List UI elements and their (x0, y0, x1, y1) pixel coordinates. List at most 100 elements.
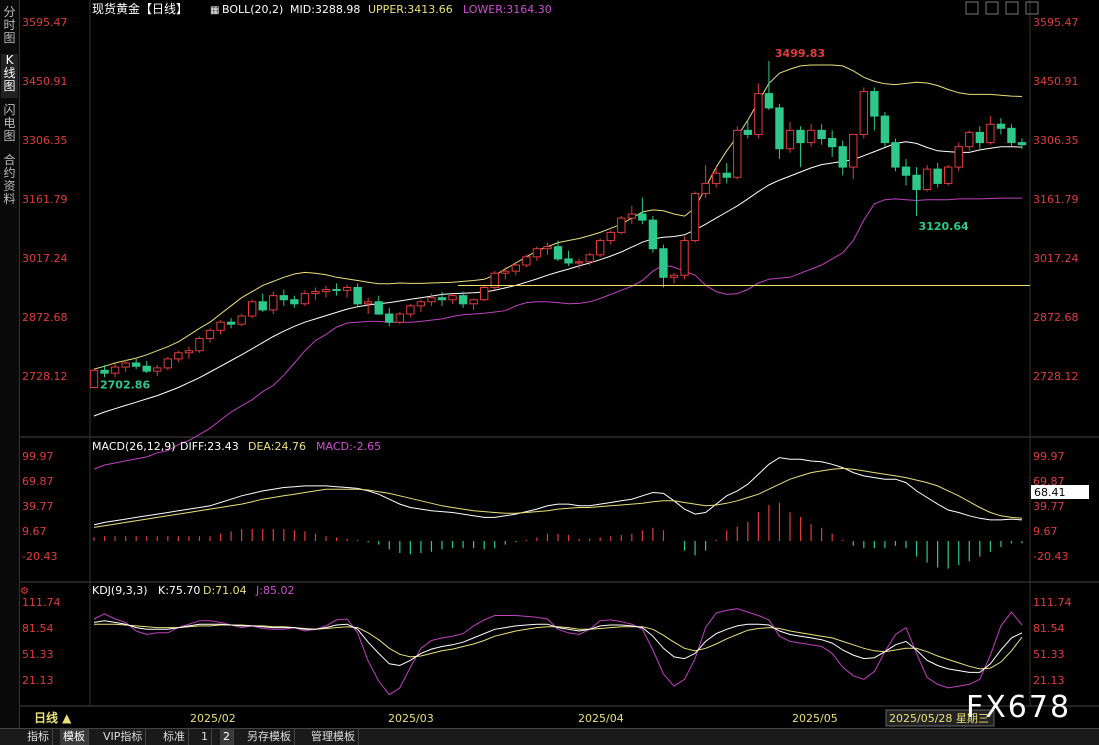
macd-dea-line (93, 467, 1023, 528)
boll-lower-line (93, 197, 1022, 470)
macd-value: MACD:-2.65 (316, 440, 381, 453)
standard-button[interactable]: 标准 (160, 729, 189, 745)
macd-tick-right: -20.43 (1033, 550, 1068, 563)
macd-tick-left: 69.87 (22, 475, 54, 488)
candle-body (269, 295, 278, 311)
template-button[interactable]: 模板 (60, 729, 89, 745)
candle-body (669, 274, 679, 278)
save-template-button[interactable]: 另存模板 (244, 729, 295, 745)
macd-tick-right: 39.77 (1033, 500, 1065, 513)
candle-body (775, 107, 784, 150)
candle-body (986, 123, 995, 144)
macd-tick-right: 9.67 (1033, 525, 1058, 538)
chart-canvas[interactable]: 现货黄金【日线】 ▦ BOLL(20,2) MID:3288.98 UPPER:… (20, 0, 1099, 728)
candle-body (205, 329, 215, 340)
kdj-k-line (93, 620, 1023, 673)
candle-body (564, 258, 573, 264)
candle-body (722, 172, 731, 178)
candle-body (870, 91, 879, 117)
candle-body (374, 301, 383, 315)
kdj-tick-left: 81.54 (22, 622, 54, 635)
boll-mid-line (93, 141, 1023, 417)
candle-body (511, 264, 521, 272)
candle-body (247, 301, 257, 317)
kdj-k: K:75.70 (158, 584, 200, 597)
candle-body (838, 146, 847, 168)
candle-body (300, 293, 310, 305)
kdj-tick-left: 21.13 (22, 674, 54, 687)
candle-body (553, 246, 563, 260)
boll-upper: UPPER:3413.66 (368, 3, 453, 16)
indicator-button[interactable]: 指标 (24, 729, 53, 745)
candle-body (638, 213, 647, 221)
candle-body (458, 295, 468, 305)
kdj-d: D:71.04 (203, 584, 247, 597)
candle-body (448, 295, 457, 301)
kdj-title: KDJ(9,3,3) (92, 584, 148, 597)
candle-body (901, 166, 911, 176)
tab-time-share[interactable]: 分时图 (3, 5, 16, 45)
kdj-j-line (93, 608, 1023, 696)
candle-body (416, 301, 426, 307)
price-tick-right: 3306.35 (1033, 134, 1079, 147)
manage-template-button[interactable]: 管理模板 (308, 729, 359, 745)
vip-indicator-button[interactable]: VIP指标 (100, 729, 147, 745)
candle-body (711, 172, 721, 184)
boll-mid: MID:3288.98 (290, 3, 360, 16)
candle-body (363, 301, 373, 305)
candle-body (912, 174, 921, 191)
candle-body (279, 295, 289, 301)
candle-body (543, 246, 552, 250)
period-selector[interactable]: 日线 ▲ (34, 710, 72, 725)
candle-body (1007, 127, 1016, 144)
candle-body (785, 129, 795, 150)
candle-body (184, 350, 194, 354)
price-tick-left: 2872.68 (22, 311, 68, 324)
window-tools (965, 1, 1039, 15)
maximize-icon[interactable] (1025, 1, 1039, 15)
candle-body (922, 168, 932, 191)
candle-body (817, 129, 826, 140)
candle-body (859, 91, 869, 135)
sidebar: 分时图 K线图 闪电图 合约资料 (0, 0, 20, 728)
page-1-button[interactable]: 1 (198, 729, 212, 745)
macd-tick-left: 9.67 (22, 525, 47, 538)
candle-body (195, 338, 204, 352)
candle-body (617, 217, 626, 233)
candle-body (479, 286, 489, 301)
price-tick-left: 3306.35 (22, 134, 68, 147)
candle-body (522, 256, 531, 266)
candle-body (574, 261, 584, 264)
tab-kline[interactable]: K线图 (1, 54, 18, 98)
tab-contract-info[interactable]: 合约资料 (3, 153, 16, 206)
page-2-button[interactable]: 2 (220, 729, 234, 745)
candle-body (827, 138, 837, 148)
minimize-icon[interactable] (1005, 1, 1019, 15)
kdj-settings-icon[interactable]: ⚙ (20, 586, 29, 597)
candle-body (701, 182, 710, 195)
start-annotation: 2702.86 (100, 378, 150, 391)
candle-body (385, 313, 394, 323)
candle-body (342, 286, 352, 291)
candle-body (216, 321, 225, 331)
candle-body (933, 168, 942, 184)
price-tick-left: 3017.24 (22, 252, 68, 265)
macd-tick-right: 99.97 (1033, 450, 1065, 463)
candle-body (659, 248, 668, 278)
candle-body (754, 93, 763, 135)
candle-body (975, 131, 985, 144)
restore-icon[interactable] (985, 1, 999, 15)
price-tick-right: 3017.24 (1033, 252, 1079, 265)
bottom-toolbar: 指标 模板 VIP指标 标准 1 2 另存模板 管理模板 (0, 728, 1099, 745)
candle-body (226, 321, 236, 325)
candle-body (153, 367, 162, 372)
tab-flash-chart[interactable]: 闪电图 (3, 103, 16, 143)
candle-body (606, 231, 615, 242)
candle-body (996, 123, 1006, 129)
candle-body (743, 129, 753, 135)
symbol-title: 现货黄金【日线】 (92, 1, 188, 16)
grid-icon[interactable] (965, 1, 979, 15)
kdj-tick-left: 111.74 (22, 596, 61, 609)
candle-body (627, 213, 637, 219)
candle-body (121, 362, 130, 368)
